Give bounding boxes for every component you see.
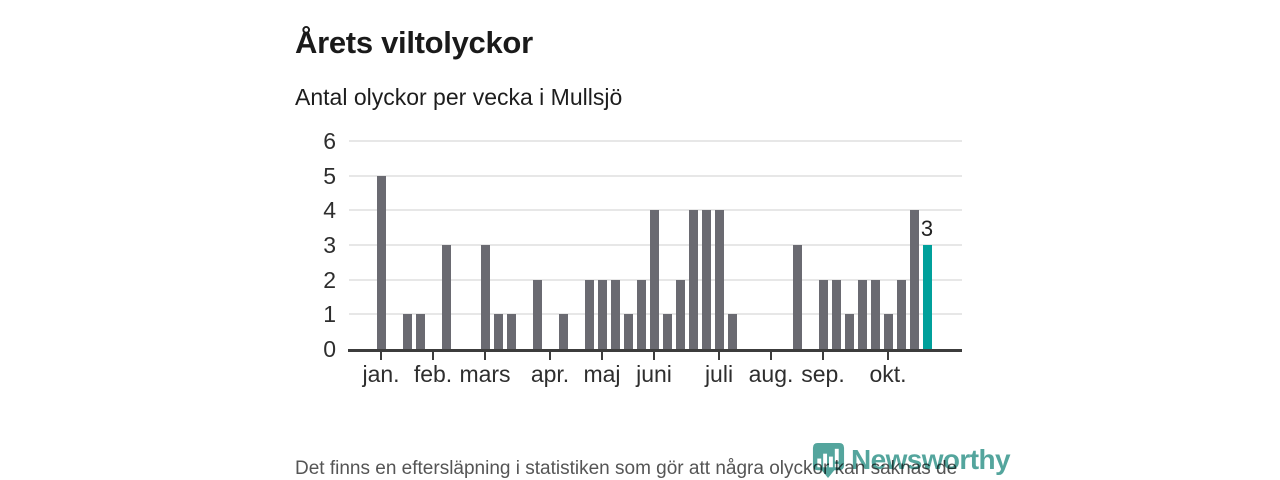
bar <box>831 279 841 349</box>
x-axis-tick <box>601 352 603 360</box>
y-tick-label: 0 <box>323 336 336 362</box>
x-axis-tick <box>549 352 551 360</box>
bar <box>623 314 633 349</box>
newsworthy-logo: Newsworthy <box>811 441 1011 479</box>
footer-note: Det finns en eftersläpning i statistiken… <box>295 458 958 479</box>
x-tick-label: mars <box>459 361 511 387</box>
gridline <box>349 140 962 142</box>
x-tick-label: aug. <box>748 361 794 387</box>
x-axis-tick <box>484 352 486 360</box>
bar <box>376 175 386 349</box>
y-tick-label: 3 <box>323 232 336 258</box>
x-axis-tick <box>432 352 434 360</box>
bar <box>506 314 516 349</box>
x-tick-label: jan. <box>362 361 400 387</box>
bar <box>662 314 672 349</box>
bar <box>441 245 451 349</box>
y-tick-label: 4 <box>323 197 336 224</box>
y-tick-label: 5 <box>323 162 336 189</box>
bar <box>402 314 412 349</box>
bar <box>558 314 568 349</box>
bar <box>818 279 828 349</box>
bar <box>714 210 724 349</box>
bar-highlighted <box>922 245 932 349</box>
bar <box>649 210 659 349</box>
bar <box>844 314 854 349</box>
x-tick-label: sep. <box>801 361 845 387</box>
y-tick-label: 6 <box>323 128 336 154</box>
x-tick-label: okt. <box>869 361 907 387</box>
x-axis-tick <box>718 352 720 360</box>
gridline <box>349 174 962 177</box>
newsworthy-logo-text: Newsworthy <box>851 444 1011 475</box>
bar <box>792 245 802 349</box>
bar <box>584 279 594 349</box>
bar <box>480 245 490 349</box>
x-axis-tick <box>887 352 889 360</box>
x-axis-tick <box>380 352 382 360</box>
x-axis-tick <box>822 352 824 360</box>
chart-title: Årets viltolyckor <box>295 24 533 60</box>
bar <box>896 279 906 349</box>
x-axis-tick <box>770 352 772 360</box>
y-tick-label: 2 <box>323 266 336 293</box>
y-tick-label: 1 <box>323 301 336 328</box>
bar <box>597 279 607 349</box>
chart-subtitle: Antal olyckor per vecka i Mullsjö <box>295 84 623 110</box>
bar <box>688 210 698 349</box>
x-tick-label: juli <box>704 361 734 387</box>
bar <box>532 279 542 349</box>
x-tick-label: feb. <box>413 361 453 387</box>
plot-area: jan. feb. mars apr. maj juni juli aug. sep. okt. 3 <box>348 140 962 387</box>
highlight-value-label: 3 <box>920 216 934 241</box>
bar <box>883 314 893 349</box>
bar <box>857 279 867 349</box>
bar <box>675 279 685 349</box>
bar <box>701 210 711 349</box>
bar <box>610 279 620 349</box>
x-tick-label: apr. <box>530 361 570 387</box>
x-axis-tick <box>653 352 655 360</box>
x-tick-label: juni <box>636 361 672 387</box>
gridline <box>349 209 962 212</box>
bar <box>415 314 425 349</box>
bar <box>727 314 737 349</box>
newsworthy-pin-barchart-icon <box>812 442 845 478</box>
bar <box>870 279 880 349</box>
bar <box>909 210 919 349</box>
x-tick-label: maj <box>583 361 621 387</box>
bar <box>636 279 646 349</box>
bar <box>493 314 503 349</box>
